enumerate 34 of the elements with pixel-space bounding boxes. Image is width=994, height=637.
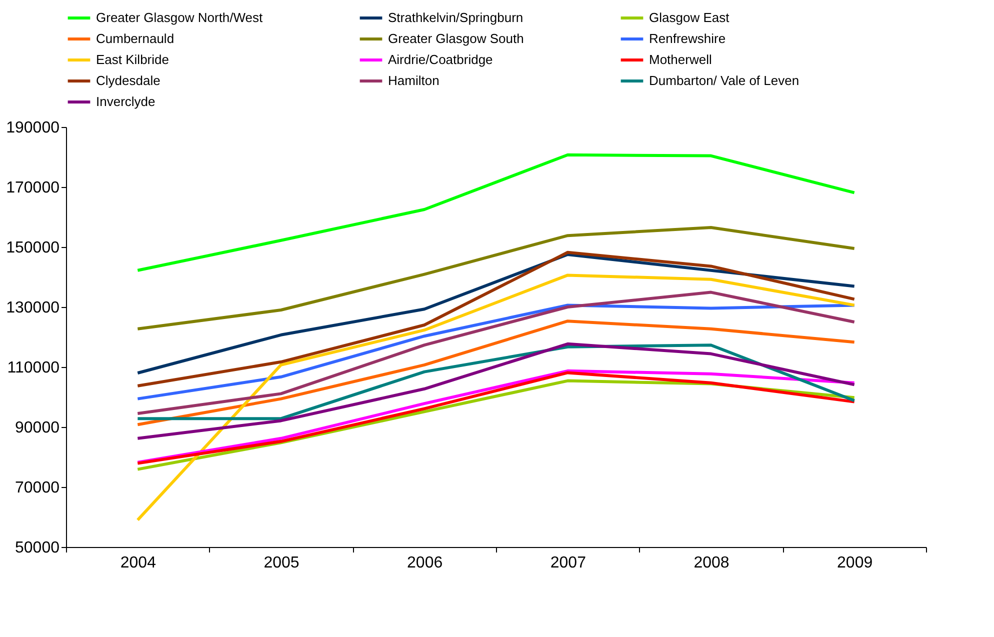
x-tick-label: 2007 bbox=[550, 554, 586, 572]
y-tick-label: 90000 bbox=[15, 420, 60, 436]
x-tick-label: 2008 bbox=[694, 554, 730, 572]
legend-label: Strathkelvin/Springburn bbox=[388, 10, 524, 25]
legend-label: Airdrie/Coatbridge bbox=[388, 52, 493, 67]
y-tick-label: 70000 bbox=[15, 480, 60, 496]
y-tick-label: 130000 bbox=[6, 300, 60, 316]
legend-label: Cumbernauld bbox=[96, 31, 174, 46]
legend-label: Motherwell bbox=[649, 52, 712, 67]
legend-label: Inverclyde bbox=[96, 94, 156, 109]
line-series bbox=[136, 342, 856, 440]
x-tick-label: 2005 bbox=[264, 554, 300, 572]
x-tick-label: 2006 bbox=[407, 554, 443, 572]
y-tick-label: 50000 bbox=[15, 540, 60, 556]
y-tick-label: 110000 bbox=[7, 360, 60, 376]
line-series bbox=[136, 226, 856, 330]
y-tick-label: 190000 bbox=[6, 120, 60, 136]
legend-label: Greater Glasgow North/West bbox=[96, 10, 264, 25]
x-tick-label: 2009 bbox=[837, 554, 873, 572]
line-series bbox=[136, 304, 856, 400]
y-tick-label: 150000 bbox=[6, 240, 60, 256]
legend-label: Hamilton bbox=[388, 73, 440, 88]
line-series bbox=[136, 274, 856, 522]
line-series bbox=[136, 290, 856, 415]
legend-label: East Kilbride bbox=[96, 52, 169, 67]
legend-label: Glasgow East bbox=[649, 10, 730, 25]
line-series bbox=[136, 153, 856, 272]
legend-label: Renfrewshire bbox=[649, 31, 726, 46]
y-tick-label: 170000 bbox=[6, 180, 60, 196]
legend-label: Dumbarton/ Vale of Leven bbox=[649, 73, 800, 88]
legend-label: Clydesdale bbox=[96, 73, 160, 88]
legend-label: Greater Glasgow South bbox=[388, 31, 524, 46]
line-series bbox=[136, 320, 856, 426]
x-tick-label: 2004 bbox=[120, 554, 156, 572]
